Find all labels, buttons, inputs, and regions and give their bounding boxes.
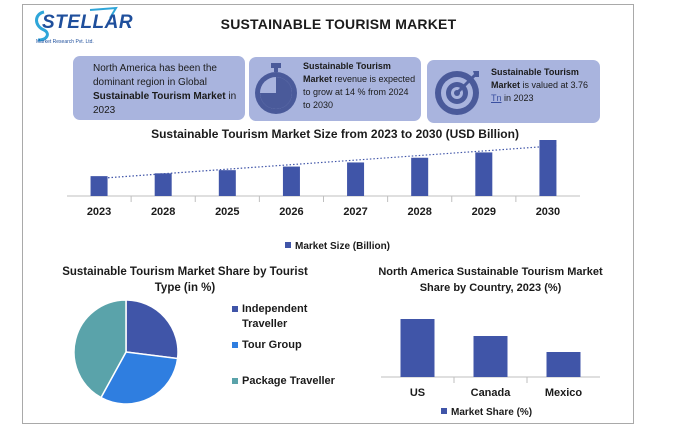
market-size-bar: [411, 157, 429, 196]
north-america-chart-title: North America Sustainable Tourism Market…: [378, 266, 603, 294]
pie-legend-label: Independent Traveller: [242, 303, 308, 330]
logo-subtitle: Market Research Pvt. Ltd.: [36, 39, 94, 45]
legend-swatch: [441, 408, 447, 414]
card-3-underlined: Tn: [491, 93, 502, 103]
legend-swatch: [285, 242, 291, 248]
page-title: SUSTAINABLE TOURISM MARKET: [220, 16, 457, 32]
x-tick-label: 2028: [407, 206, 431, 218]
stopwatch-icon: [255, 63, 297, 114]
logo-wordmark: STELLAR: [42, 12, 134, 33]
legend-swatch: [232, 342, 238, 348]
x-tick-label: 2026: [279, 206, 303, 218]
pie-slice: [73, 299, 127, 399]
market-size-bar: [539, 140, 557, 196]
logo-swoosh-icon: [35, 6, 118, 42]
target-icon: [435, 71, 479, 115]
stat-card-1-text: North America has been the dominant regi…: [93, 62, 243, 118]
legend-swatch: [232, 378, 238, 384]
legend-label-market-size: Market Size (Billion): [295, 241, 390, 252]
x-tick-label: Canada: [471, 387, 512, 399]
pie-slice: [125, 299, 179, 360]
market-size-bar: [347, 162, 365, 196]
legend-label-market-share: Market Share (%): [451, 407, 532, 418]
x-tick-label: Mexico: [545, 387, 583, 399]
market-size-chart-title: Sustainable Tourism Market Size from 202…: [151, 127, 519, 141]
x-tick-label: 2029: [472, 206, 496, 218]
market-size-bar: [282, 166, 300, 196]
stat-card-valuation: Sustainable Tourism Market is valued at …: [427, 60, 600, 123]
country-share-bar: [473, 336, 508, 377]
x-tick-label: 2030: [536, 206, 560, 218]
market-size-bar: [154, 173, 172, 196]
pie-slice: [99, 351, 179, 405]
card-2-rest: revenue is expected to grow at 14 % from…: [303, 74, 416, 110]
x-tick-label: US: [410, 387, 425, 399]
card-1-post: in 2023: [93, 91, 237, 116]
stat-card-dominant-region: North America has been the dominant regi…: [73, 56, 245, 120]
market-size-bar: [218, 170, 236, 196]
x-tick-label: 2028: [151, 206, 175, 218]
stellar-logo: STELLAR Market Research Pvt. Ltd.: [30, 6, 134, 46]
card-1-bold: Sustainable Tourism Market: [93, 91, 226, 102]
x-tick-label: 2025: [215, 206, 239, 218]
stat-card-2-text: Sustainable Tourism Market revenue is ex…: [303, 60, 417, 112]
card-3-bold: Sustainable Tourism Market: [491, 67, 579, 90]
tourist-type-chart-title: Sustainable Tourism Market Share by Tour…: [62, 266, 308, 294]
pie-legend-label: Package Traveller: [242, 375, 335, 387]
card-3-rest-pre: is valued at 3.76: [520, 80, 589, 90]
trend-line: [90, 145, 557, 180]
card-3-rest-post: in 2023: [501, 93, 534, 103]
x-tick-label: 2023: [87, 206, 111, 218]
stat-card-growth: Sustainable Tourism Market revenue is ex…: [249, 57, 421, 121]
stat-card-3-text: Sustainable Tourism Market is valued at …: [491, 66, 597, 105]
country-share-bar: [546, 352, 581, 377]
legend-swatch: [232, 306, 238, 312]
card-2-bold: Sustainable Tourism Market: [303, 61, 391, 84]
card-1-pre: North America has been the dominant regi…: [93, 63, 217, 88]
market-size-bar: [90, 176, 108, 196]
pie-legend-label: Tour Group: [242, 339, 302, 351]
x-tick-label: 2027: [343, 206, 367, 218]
country-share-bar: [400, 319, 435, 377]
market-size-bar: [475, 152, 493, 196]
